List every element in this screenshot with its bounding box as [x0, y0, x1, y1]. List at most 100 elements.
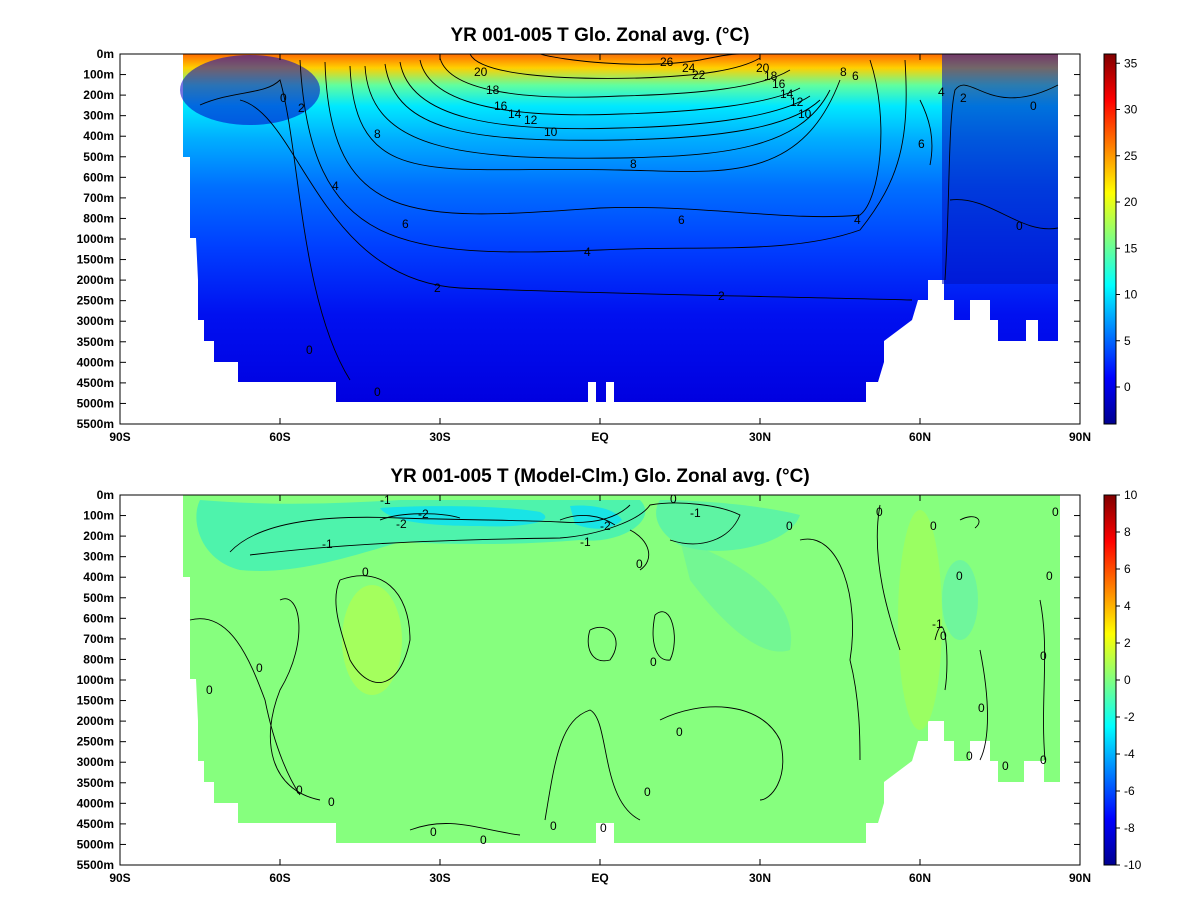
chart2-ocean-area: [183, 495, 1060, 843]
chart2-cool-band: [680, 540, 792, 652]
c1-label: 18: [486, 83, 500, 97]
c2-label: 0: [256, 661, 263, 675]
chart1-colorbar-ticks: 35 30 25 20 15 10 5 0: [1116, 56, 1138, 394]
x-tick-label: 60N: [909, 871, 931, 885]
c2-label: 0: [650, 655, 657, 669]
c1-label: 8: [630, 157, 637, 171]
c2-label: 0: [956, 569, 963, 583]
y-tick-label: 3000m: [77, 314, 114, 328]
y-tick-label: 800m: [83, 211, 114, 225]
c1-label: 2: [298, 101, 305, 115]
chart1-cold-south: [180, 55, 320, 125]
colorbar-tick-label: 10: [1124, 288, 1138, 302]
y-tick-label: 600m: [83, 611, 114, 625]
chart2-warm-patch: [342, 585, 402, 695]
chart2-colorbar-ticks: 10 8 6 4 2 0 -2 -4 -6 -8 -10: [1116, 488, 1142, 872]
chart1-colorbar: [1103, 53, 1117, 425]
c1-label: 10: [798, 107, 812, 121]
c2-label: 0: [296, 783, 303, 797]
y-tick-label: 5000m: [77, 396, 114, 410]
colorbar-tick-label: 6: [1124, 562, 1131, 576]
chart2-y-axis: 0m 100m 200m 300m 400m 500m 600m 700m 800m 1000m 1…: [77, 488, 1080, 872]
c2-label: 0: [786, 519, 793, 533]
c2-label: 0: [1052, 505, 1059, 519]
colorbar-tick-label: -8: [1124, 821, 1135, 835]
y-tick-label: 700m: [83, 191, 114, 205]
y-tick-label: 300m: [83, 109, 114, 123]
c1-label: 8: [374, 127, 381, 141]
c2-label: 0: [670, 492, 677, 506]
y-tick-label: 1500m: [77, 253, 114, 267]
y-tick-label: 5000m: [77, 837, 114, 851]
x-tick-label: 90N: [1069, 430, 1091, 444]
y-tick-label: 0m: [97, 488, 114, 502]
c1-label: 8: [840, 65, 847, 79]
colorbar-tick-label: 30: [1124, 103, 1138, 117]
y-tick-label: 500m: [83, 150, 114, 164]
c1-label: 0: [1030, 99, 1037, 113]
c2-label: 0: [636, 557, 643, 571]
y-tick-label: 3500m: [77, 335, 114, 349]
colorbar-tick-label: 5: [1124, 334, 1131, 348]
c2-label: 0: [206, 683, 213, 697]
colorbar-tick-label: 4: [1124, 599, 1131, 613]
y-tick-label: 500m: [83, 591, 114, 605]
y-tick-label: 4000m: [77, 355, 114, 369]
y-tick-label: 5500m: [77, 858, 114, 872]
c1-label: 14: [508, 107, 522, 121]
colorbar-tick-label: 0: [1124, 380, 1131, 394]
c2-label: -1: [690, 506, 701, 520]
c2-label: -1: [380, 493, 391, 507]
colorbar-tick-label: 10: [1124, 488, 1138, 502]
c1-label: 6: [918, 137, 925, 151]
chart1-x-axis: 90S 60S 30S EQ 30N 60N 90N: [109, 54, 1091, 444]
y-tick-label: 1000m: [77, 232, 114, 246]
c1-label: 24: [682, 61, 696, 75]
c2-label: 0: [600, 821, 607, 835]
chart1-cold-north: [942, 54, 1058, 284]
y-tick-label: 4500m: [77, 817, 114, 831]
c1-label: 2: [960, 91, 967, 105]
y-tick-label: 3500m: [77, 776, 114, 790]
c1-label: 22: [692, 68, 706, 82]
c2-label: 0: [1040, 649, 1047, 663]
c2-label: 0: [644, 785, 651, 799]
c2-label: 0: [940, 629, 947, 643]
chart2-cool-band: [942, 560, 978, 640]
y-tick-label: 3000m: [77, 755, 114, 769]
c2-label: -1: [580, 535, 591, 549]
c2-label: 0: [978, 701, 985, 715]
c2-label: -2: [418, 507, 429, 521]
x-tick-label: 30N: [749, 430, 771, 444]
c1-label: 6: [852, 69, 859, 83]
chart2-warm-patch: [898, 510, 942, 730]
y-tick-label: 2500m: [77, 294, 114, 308]
c1-label: 20: [756, 61, 770, 75]
c1-label: 14: [780, 87, 794, 101]
y-tick-label: 400m: [83, 570, 114, 584]
chart2-cold-core: [380, 506, 546, 527]
colorbar-tick-label: 20: [1124, 195, 1138, 209]
c2-label: 0: [362, 565, 369, 579]
c1-label: 20: [474, 65, 488, 79]
c1-label: 4: [938, 85, 945, 99]
c1-label: 4: [584, 245, 591, 259]
c2-label: -2: [600, 519, 611, 533]
x-tick-label: 60N: [909, 430, 931, 444]
c2-label: 0: [1040, 753, 1047, 767]
chart1-y-axis: 0m 100m 200m 300m 400m 500m 600m 700m 800m 1000m 1…: [77, 47, 1080, 431]
x-tick-label: 90S: [109, 430, 130, 444]
x-tick-label: 30S: [429, 430, 450, 444]
chart2-contour-labels: -1 -2 -2 -2 -1 -1 -1 0 0 0 0 0 0 0 0 0 0…: [206, 492, 1059, 847]
colorbar-tick-label: -4: [1124, 747, 1135, 761]
colorbar-tick-label: 15: [1124, 241, 1138, 255]
c2-label: 0: [480, 833, 487, 847]
c2-label: -1: [932, 617, 943, 631]
y-tick-label: 2000m: [77, 273, 114, 287]
chart2-cool-band: [656, 500, 800, 551]
c1-label: 0: [374, 385, 381, 399]
x-tick-label: 60S: [269, 430, 290, 444]
c1-label: 6: [678, 213, 685, 227]
colorbar-tick-label: 0: [1124, 673, 1131, 687]
